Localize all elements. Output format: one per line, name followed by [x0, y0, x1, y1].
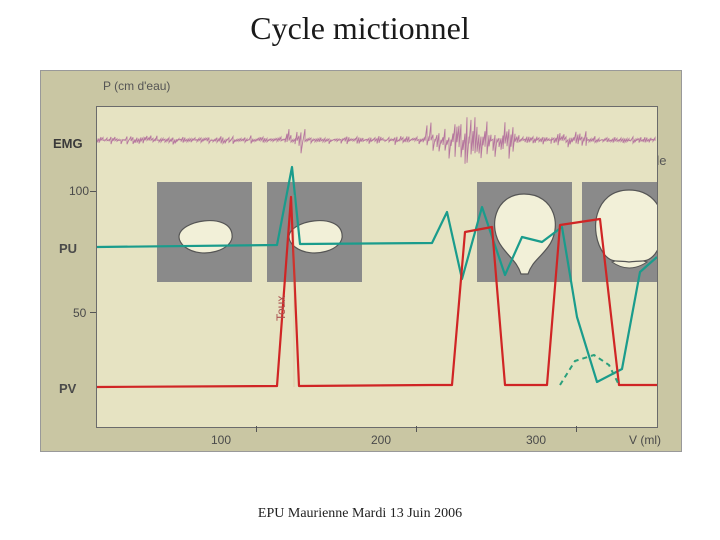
plot-svg — [97, 107, 657, 427]
x-axis-unit: V (ml) — [629, 433, 661, 447]
y-axis-title: P (cm d'eau) — [103, 79, 170, 93]
xtick — [576, 426, 577, 432]
xtick-200: 200 — [371, 433, 391, 447]
xtick — [256, 426, 257, 432]
ytick — [90, 191, 96, 192]
page-title: Cycle mictionnel — [0, 10, 720, 47]
ytick-50: 50 — [73, 306, 86, 320]
xtick-100: 100 — [211, 433, 231, 447]
ytick — [90, 312, 96, 313]
chart-container: P (cm d'eau) EMG 100 PU 50 PV phase de r… — [40, 70, 682, 452]
label-pv: PV — [59, 381, 76, 396]
toux-label: Toux — [274, 296, 288, 321]
label-emg: EMG — [53, 136, 83, 151]
footer-text: EPU Maurienne Mardi 13 Juin 2006 — [0, 506, 720, 522]
label-pu: PU — [59, 241, 77, 256]
plot-area — [96, 106, 658, 428]
xtick-300: 300 — [526, 433, 546, 447]
xtick — [416, 426, 417, 432]
ytick-100: 100 — [69, 184, 89, 198]
